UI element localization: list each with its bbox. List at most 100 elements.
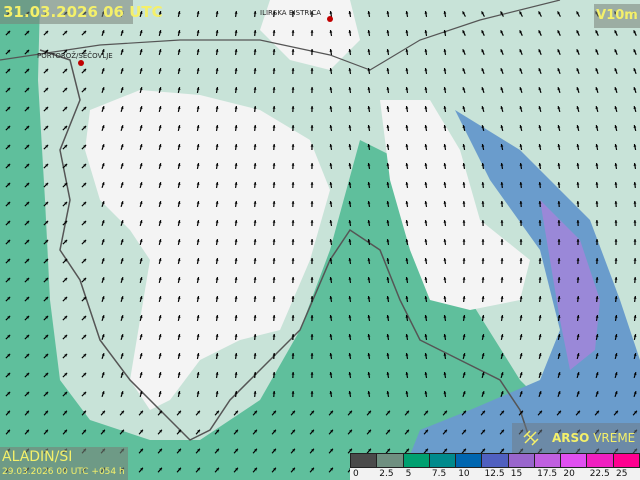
wind-arrow-head [101,144,105,148]
wind-arrow-head [140,467,143,471]
wind-arrow-head [120,68,124,72]
wind-arrow-head [538,258,542,261]
wind-arrow-head [614,391,618,395]
wind-arrow-head [215,372,219,375]
wind-arrow-head [101,239,105,243]
wind-arrow-head [7,353,11,357]
wind-arrow-head [500,30,504,34]
wind-arrow-head [386,353,390,356]
wind-arrow-head [177,258,181,261]
wind-arrow-head [538,49,542,53]
wind-arrow-head [405,125,409,128]
wind-arrow-head [310,315,314,318]
wind-arrow-head [576,163,580,166]
wind-arrow-head [7,30,11,34]
wind-arrow-head [26,125,30,129]
wind-arrow-head [443,258,447,261]
wind-arrow-head [253,391,257,394]
wind-arrow-head [576,239,580,242]
wind-arrow-head [462,353,466,357]
wind-arrow-head [253,49,257,52]
wind-arrow-head [329,87,333,90]
wind-arrow-head [368,410,371,414]
wind-arrow-head [26,30,30,34]
wind-arrow-head [405,277,409,280]
wind-arrow-head [101,30,105,34]
wind-arrow-head [633,163,637,166]
wind-arrow-head [45,49,49,53]
wind-arrow-head [538,182,542,185]
wind-arrows [5,10,638,473]
wind-arrow-head [158,239,162,242]
wind-arrow-head [633,220,637,223]
wind-arrow-head [139,372,143,376]
wind-arrow-head [45,296,49,300]
wind-arrow-head [481,125,485,128]
wind-arrow-head [462,372,466,376]
wind-arrow-head [158,220,162,223]
wind-arrow-head [500,277,504,280]
wind-arrow-head [121,410,124,414]
wind-arrow-head [272,125,276,128]
wind-arrow-head [633,258,637,261]
wind-arrow-head [120,258,124,262]
wind-arrow-head [234,220,238,223]
wind-arrow-head [177,163,181,166]
wind-arrow-head [64,277,68,281]
wind-arrow-head [292,448,295,452]
wind-arrow-head [310,277,314,280]
wind-arrow-head [291,353,295,356]
wind-arrow-head [557,144,561,147]
wind-arrow-head [577,410,580,414]
wind-arrow-head [443,125,447,128]
wind-arrow-head [329,201,333,204]
legend-swatch [429,454,457,467]
wind-arrow-head [101,220,105,224]
legend-label: 5 [405,469,412,479]
wind-arrow-head [291,334,295,337]
wind-arrow-head [26,49,30,53]
wind-arrow-head [329,30,333,33]
wind-arrow-head [367,220,371,223]
wind-arrow-head [26,372,30,376]
wind-arrow-head [386,391,390,394]
wind-arrow-head [177,201,181,204]
wind-arrow-head [253,201,257,204]
wind-arrow-head [139,125,143,129]
brand-vreme: VREME [589,431,636,445]
wind-arrow-head [463,448,466,452]
wind-arrow-head [196,391,200,394]
wind-arrow-head [367,372,371,375]
wind-arrow-head [159,467,162,471]
wind-arrow-head [576,296,580,299]
wind-arrow-head [215,239,219,242]
wind-arrow-head [519,11,523,15]
wind-arrow-head [139,182,143,186]
wind-arrow-head [310,87,314,90]
wind-arrow-head [367,334,371,337]
wind-arrow-head [253,144,257,147]
wind-arrow-head [64,429,67,433]
wind-arrow-head [101,68,105,72]
wind-arrow-head [576,220,580,223]
wind-arrow-head [310,30,314,33]
wind-arrow-head [253,258,257,261]
wind-arrow-head [633,315,637,318]
wind-arrow-head [329,182,333,185]
wind-arrow-head [45,277,49,281]
wind-arrow-head [26,106,30,110]
wind-arrow-head [367,144,371,147]
wind-arrow-head [367,391,371,394]
wind-arrow-head [83,163,87,167]
wind-arrow-head [45,239,49,243]
wind-arrow-head [45,258,49,262]
wind-arrow-head [387,410,390,414]
wind-arrow-head [139,11,143,15]
wind-arrow-head [158,315,162,318]
wind-arrow-head [424,391,428,394]
legend-label: 7.5 [431,469,447,479]
wind-arrow-head [444,448,447,452]
wind-arrow-head [310,372,314,375]
wind-arrow-head [424,68,428,71]
wind-arrow-head [462,258,466,261]
